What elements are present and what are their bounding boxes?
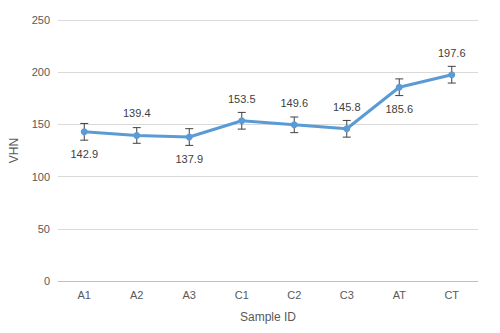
svg-text:VHN: VHN xyxy=(7,138,21,163)
svg-text:50: 50 xyxy=(38,223,50,235)
svg-text:139.4: 139.4 xyxy=(123,107,151,119)
svg-text:C1: C1 xyxy=(235,289,249,301)
svg-text:CT: CT xyxy=(444,289,459,301)
svg-text:145.8: 145.8 xyxy=(333,101,361,113)
svg-text:197.6: 197.6 xyxy=(438,47,466,59)
svg-text:100: 100 xyxy=(32,171,50,183)
svg-text:142.9: 142.9 xyxy=(70,148,98,160)
svg-text:200: 200 xyxy=(32,66,50,78)
svg-text:150: 150 xyxy=(32,118,50,130)
svg-text:A3: A3 xyxy=(183,289,196,301)
svg-text:153.5: 153.5 xyxy=(228,93,256,105)
svg-text:0: 0 xyxy=(44,275,50,287)
svg-text:C3: C3 xyxy=(340,289,354,301)
svg-text:A2: A2 xyxy=(130,289,143,301)
svg-text:C2: C2 xyxy=(287,289,301,301)
svg-text:AT: AT xyxy=(393,289,407,301)
svg-text:A1: A1 xyxy=(78,289,91,301)
svg-text:250: 250 xyxy=(32,14,50,26)
svg-text:149.6: 149.6 xyxy=(280,97,308,109)
svg-text:137.9: 137.9 xyxy=(175,153,203,165)
svg-text:185.6: 185.6 xyxy=(385,103,413,115)
svg-text:Sample ID: Sample ID xyxy=(240,310,296,324)
